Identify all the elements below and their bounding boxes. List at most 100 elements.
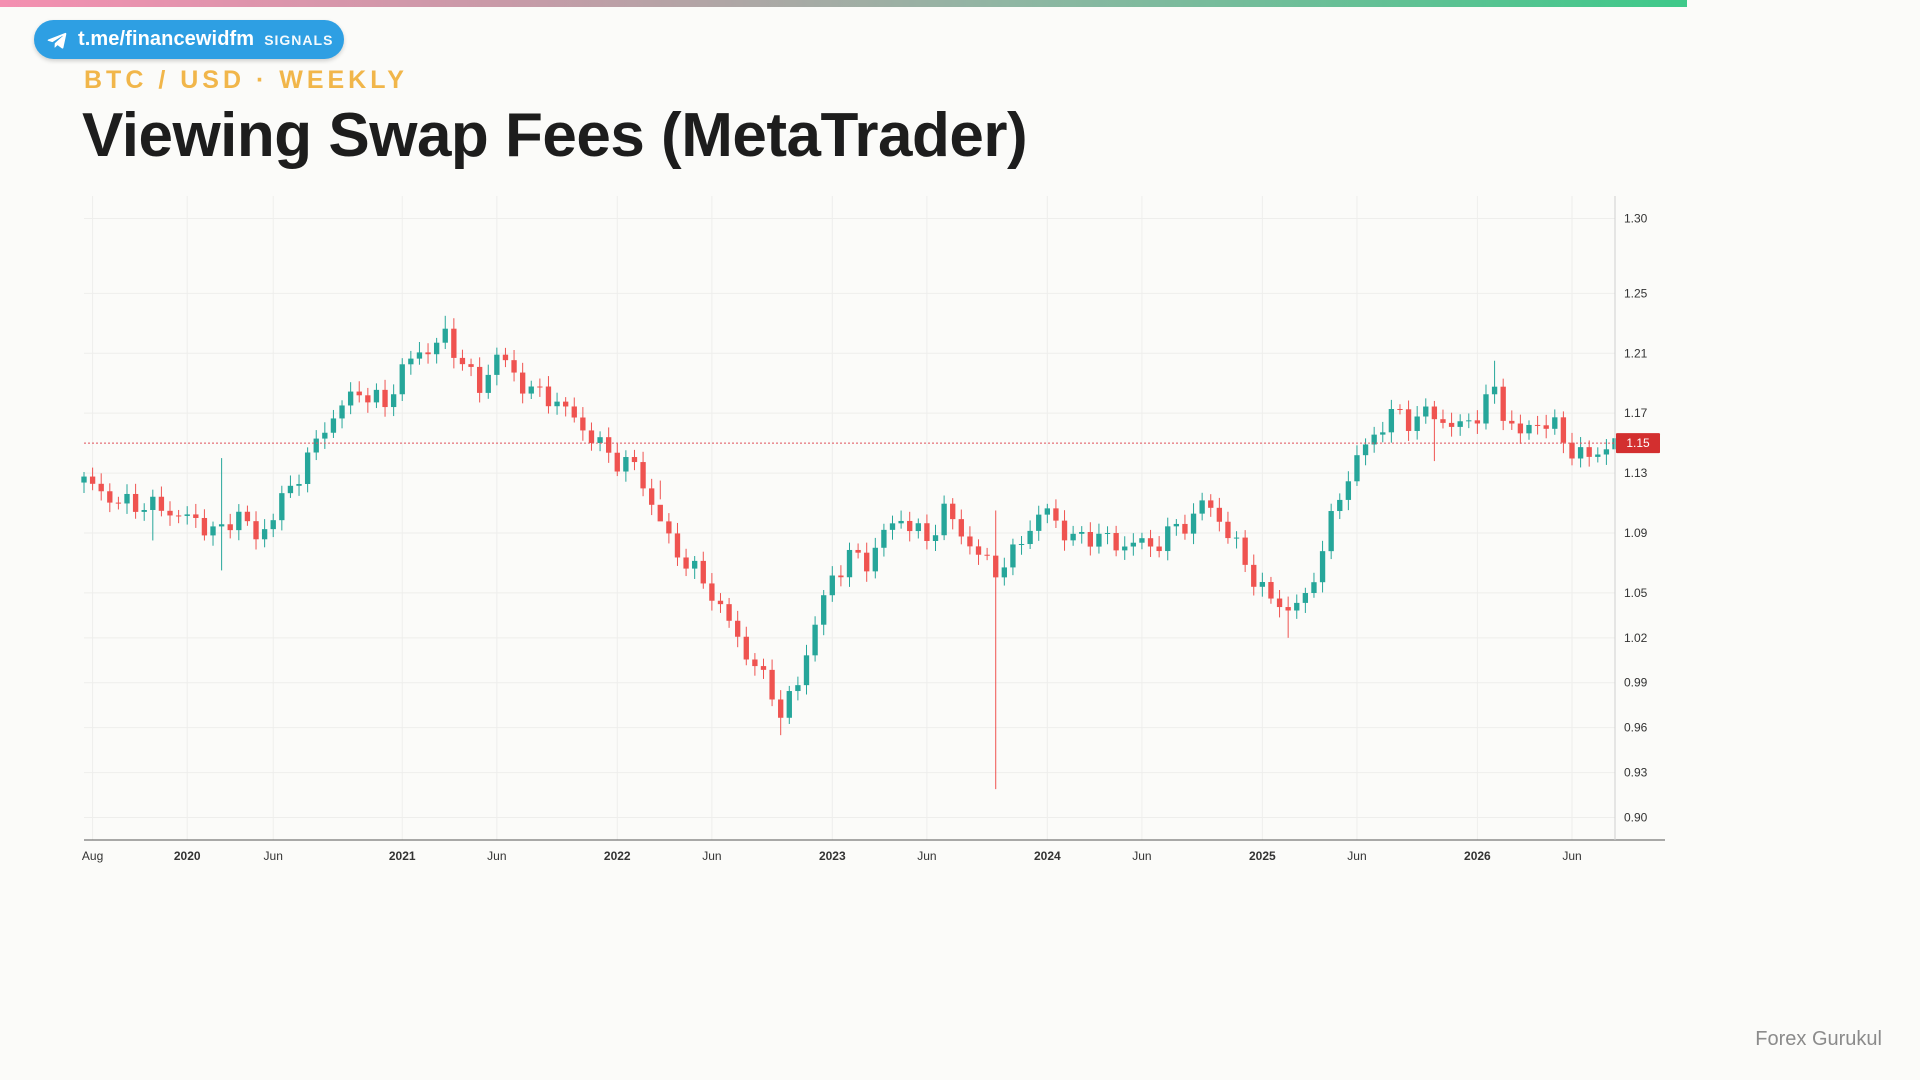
candle-body: [821, 595, 827, 625]
candle-body: [244, 511, 251, 522]
candle-body: [588, 430, 595, 443]
candle-body: [864, 552, 870, 572]
candle-body: [726, 604, 732, 621]
candle-body: [1139, 538, 1145, 543]
candle-body: [1534, 424, 1541, 426]
candle-body: [554, 401, 560, 407]
candle-body: [81, 476, 87, 483]
x-tick-label: Jun: [487, 849, 506, 863]
candle-body: [1337, 499, 1343, 512]
candle-body: [1096, 533, 1102, 547]
candle-body: [666, 521, 672, 534]
y-tick-label: 0.96: [1624, 721, 1648, 735]
candle-body: [967, 536, 973, 547]
candle-body: [1010, 544, 1016, 568]
candle-body: [1294, 602, 1300, 611]
candle-body: [881, 529, 887, 548]
candle-body: [339, 405, 345, 419]
candle-body: [107, 491, 113, 503]
candle-body: [1388, 409, 1395, 433]
candle-body: [1577, 447, 1584, 459]
y-tick-label: 0.90: [1624, 811, 1648, 825]
candle-body: [1070, 533, 1076, 541]
candle-body: [803, 655, 810, 686]
y-tick-label: 1.21: [1624, 346, 1648, 360]
candle-body: [1276, 598, 1283, 608]
current-price-badge: [1616, 433, 1660, 454]
candle-body: [683, 557, 689, 569]
candle-body: [1216, 507, 1223, 522]
candle-body: [1053, 508, 1059, 521]
candle-body: [373, 389, 380, 403]
candle-body: [812, 624, 818, 656]
candle-body: [175, 515, 182, 517]
candle-body: [459, 357, 466, 365]
candle-body: [1036, 514, 1042, 531]
y-tick-label: 1.17: [1624, 406, 1648, 420]
candle-body: [1371, 434, 1377, 445]
candle-body: [1104, 533, 1111, 535]
candle-body: [1173, 523, 1180, 527]
candle-body: [167, 510, 173, 516]
candle-body: [141, 509, 147, 512]
candle-body: [1130, 542, 1137, 547]
candle-body: [1018, 544, 1025, 546]
candle-body: [253, 521, 259, 540]
candle-body: [511, 360, 517, 373]
candle-body: [692, 560, 698, 569]
x-tick-label: 2024: [1034, 849, 1061, 863]
candle-body: [1319, 551, 1326, 583]
candle-body: [674, 533, 681, 558]
candle-body: [838, 575, 844, 578]
candle-body: [1500, 386, 1506, 421]
candle-body: [270, 520, 276, 530]
candle-body: [236, 511, 242, 531]
candle-body: [700, 560, 706, 584]
candle-body: [279, 493, 285, 521]
candle-body: [932, 535, 939, 541]
candle-body: [1259, 582, 1266, 587]
candle-body: [1268, 582, 1274, 599]
candle-body: [476, 366, 483, 393]
watermark-text: Forex Gurukul: [1755, 1028, 1882, 1050]
candle-body: [425, 352, 431, 355]
candle-body: [210, 526, 216, 536]
candle-body: [347, 391, 354, 406]
candle-body: [829, 575, 835, 596]
candle-body: [322, 432, 328, 439]
candle-body: [1165, 526, 1171, 552]
candle-body: [1543, 425, 1549, 429]
candle-body: [907, 520, 913, 532]
candle-body: [1423, 406, 1429, 417]
candle-body: [984, 554, 990, 556]
y-tick-label: 1.30: [1624, 211, 1648, 225]
candle-body: [1087, 531, 1093, 547]
candle-body: [1362, 444, 1369, 456]
candle-body: [545, 386, 552, 407]
candle-body: [1603, 449, 1610, 455]
candle-body: [769, 669, 775, 700]
telegram-channel-badge[interactable]: t.me/financewidfm SIGNALS: [34, 20, 344, 59]
candle-body: [1311, 582, 1317, 594]
candle-body: [958, 519, 964, 537]
candle-body: [115, 502, 122, 504]
candle-body: [519, 372, 526, 394]
candle-body: [915, 523, 921, 532]
candle-body: [786, 691, 792, 718]
candle-body: [98, 483, 104, 492]
candle-body: [261, 529, 268, 540]
candle-body: [537, 386, 543, 388]
candle-body: [941, 503, 947, 536]
telegram-handle: t.me/financewidfm: [78, 28, 255, 50]
candle-body: [778, 699, 784, 718]
candle-body: [313, 438, 319, 453]
candle-body: [416, 352, 423, 359]
chart-grid: [84, 196, 1615, 840]
x-tick-label: 2026: [1464, 849, 1491, 863]
candle-body: [485, 374, 491, 393]
candle-body: [399, 364, 405, 395]
candle-body: [1190, 513, 1197, 534]
candle-body: [1061, 520, 1068, 541]
candle-body: [743, 636, 749, 660]
